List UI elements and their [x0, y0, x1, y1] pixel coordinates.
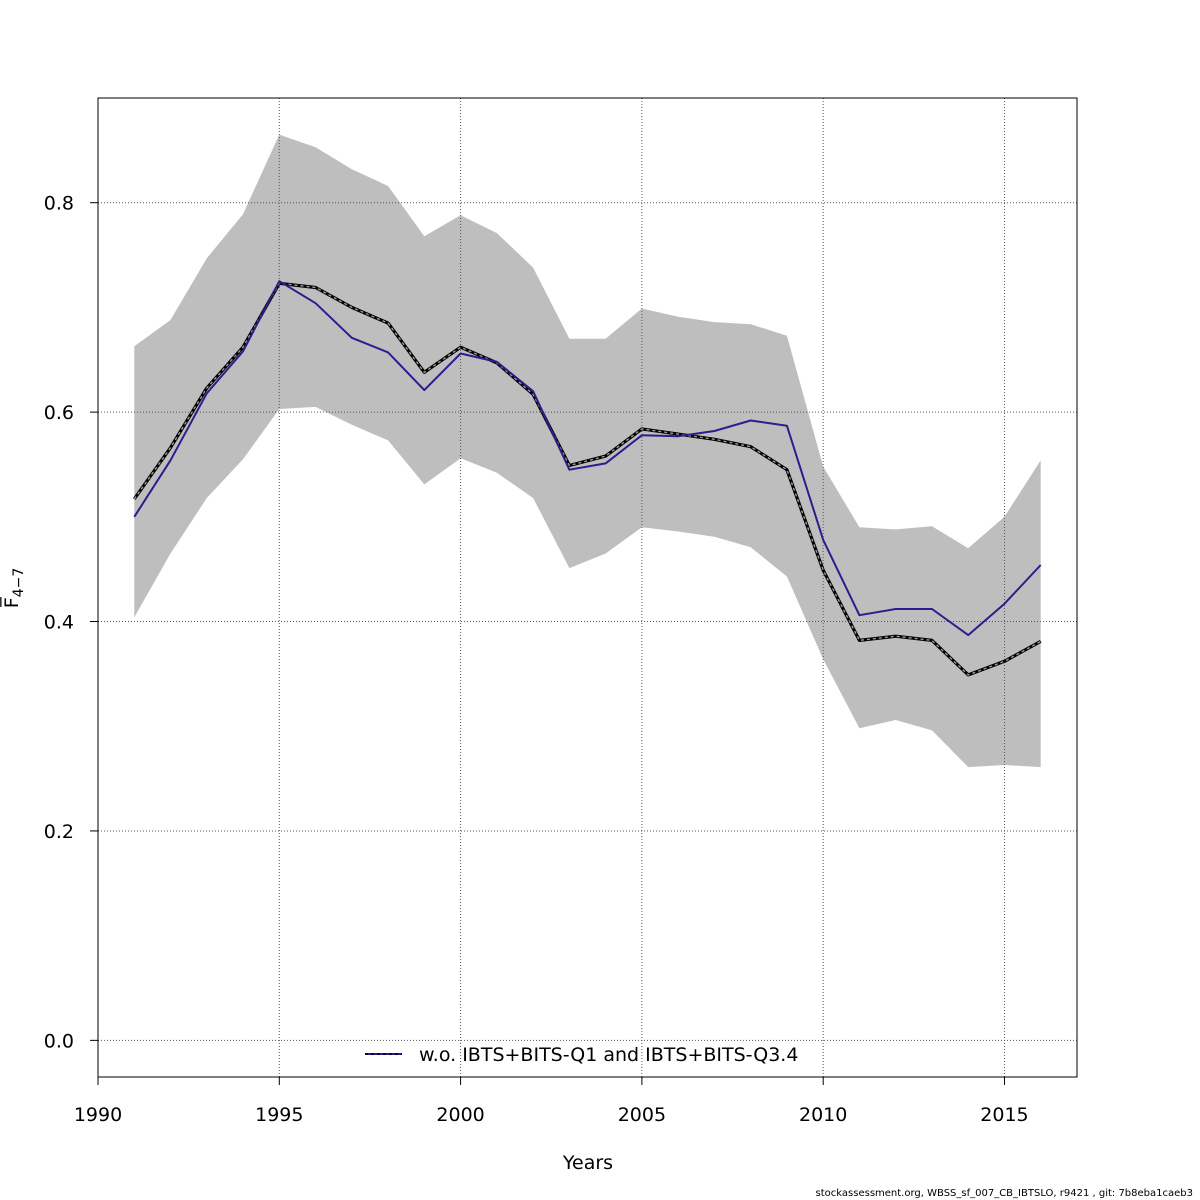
y-tick-label-0: 0.0 — [44, 1030, 74, 1052]
y-tick-label-4: 0.8 — [44, 193, 74, 215]
grid-layer — [98, 98, 1077, 1077]
x-tick-label-1995: 1995 — [255, 1104, 303, 1126]
legend-label: w.o. IBTS+BITS-Q1 and IBTS+BITS-Q3.4 — [419, 1044, 798, 1066]
x-tick-label-2005: 2005 — [618, 1104, 666, 1126]
x-tick-label-2000: 2000 — [436, 1104, 484, 1126]
x-axis: 1990 1995 2000 2005 2010 2015 — [74, 1076, 1029, 1126]
svg-text:F̅4−7: F̅4−7 — [0, 568, 27, 608]
x-tick-label-2010: 2010 — [799, 1104, 847, 1126]
series-line-alt — [133, 280, 1042, 637]
confidence-band — [134, 134, 1041, 768]
y-axis-title-subscript: 4−7 — [11, 568, 27, 598]
x-axis-title: Years — [562, 1152, 613, 1174]
y-tick-label-3: 0.6 — [44, 402, 74, 424]
series-layer — [132, 280, 1042, 677]
y-axis-title: F̅4−7 — [0, 568, 27, 608]
x-tick-label-1990: 1990 — [74, 1104, 122, 1126]
x-tick-label-2015: 2015 — [980, 1104, 1028, 1126]
footer-credit: stockassessment.org, WBSS_sf_007_CB_IBTS… — [815, 1188, 1193, 1199]
y-axis-title-main: F̅ — [0, 596, 23, 608]
confidence-band-layer — [134, 134, 1041, 768]
legend: w.o. IBTS+BITS-Q1 and IBTS+BITS-Q3.4 — [365, 1044, 798, 1066]
y-axis: 0.0 0.2 0.4 0.6 0.8 — [44, 193, 99, 1052]
y-tick-label-2: 0.4 — [44, 612, 74, 634]
y-tick-label-1: 0.2 — [44, 821, 74, 843]
